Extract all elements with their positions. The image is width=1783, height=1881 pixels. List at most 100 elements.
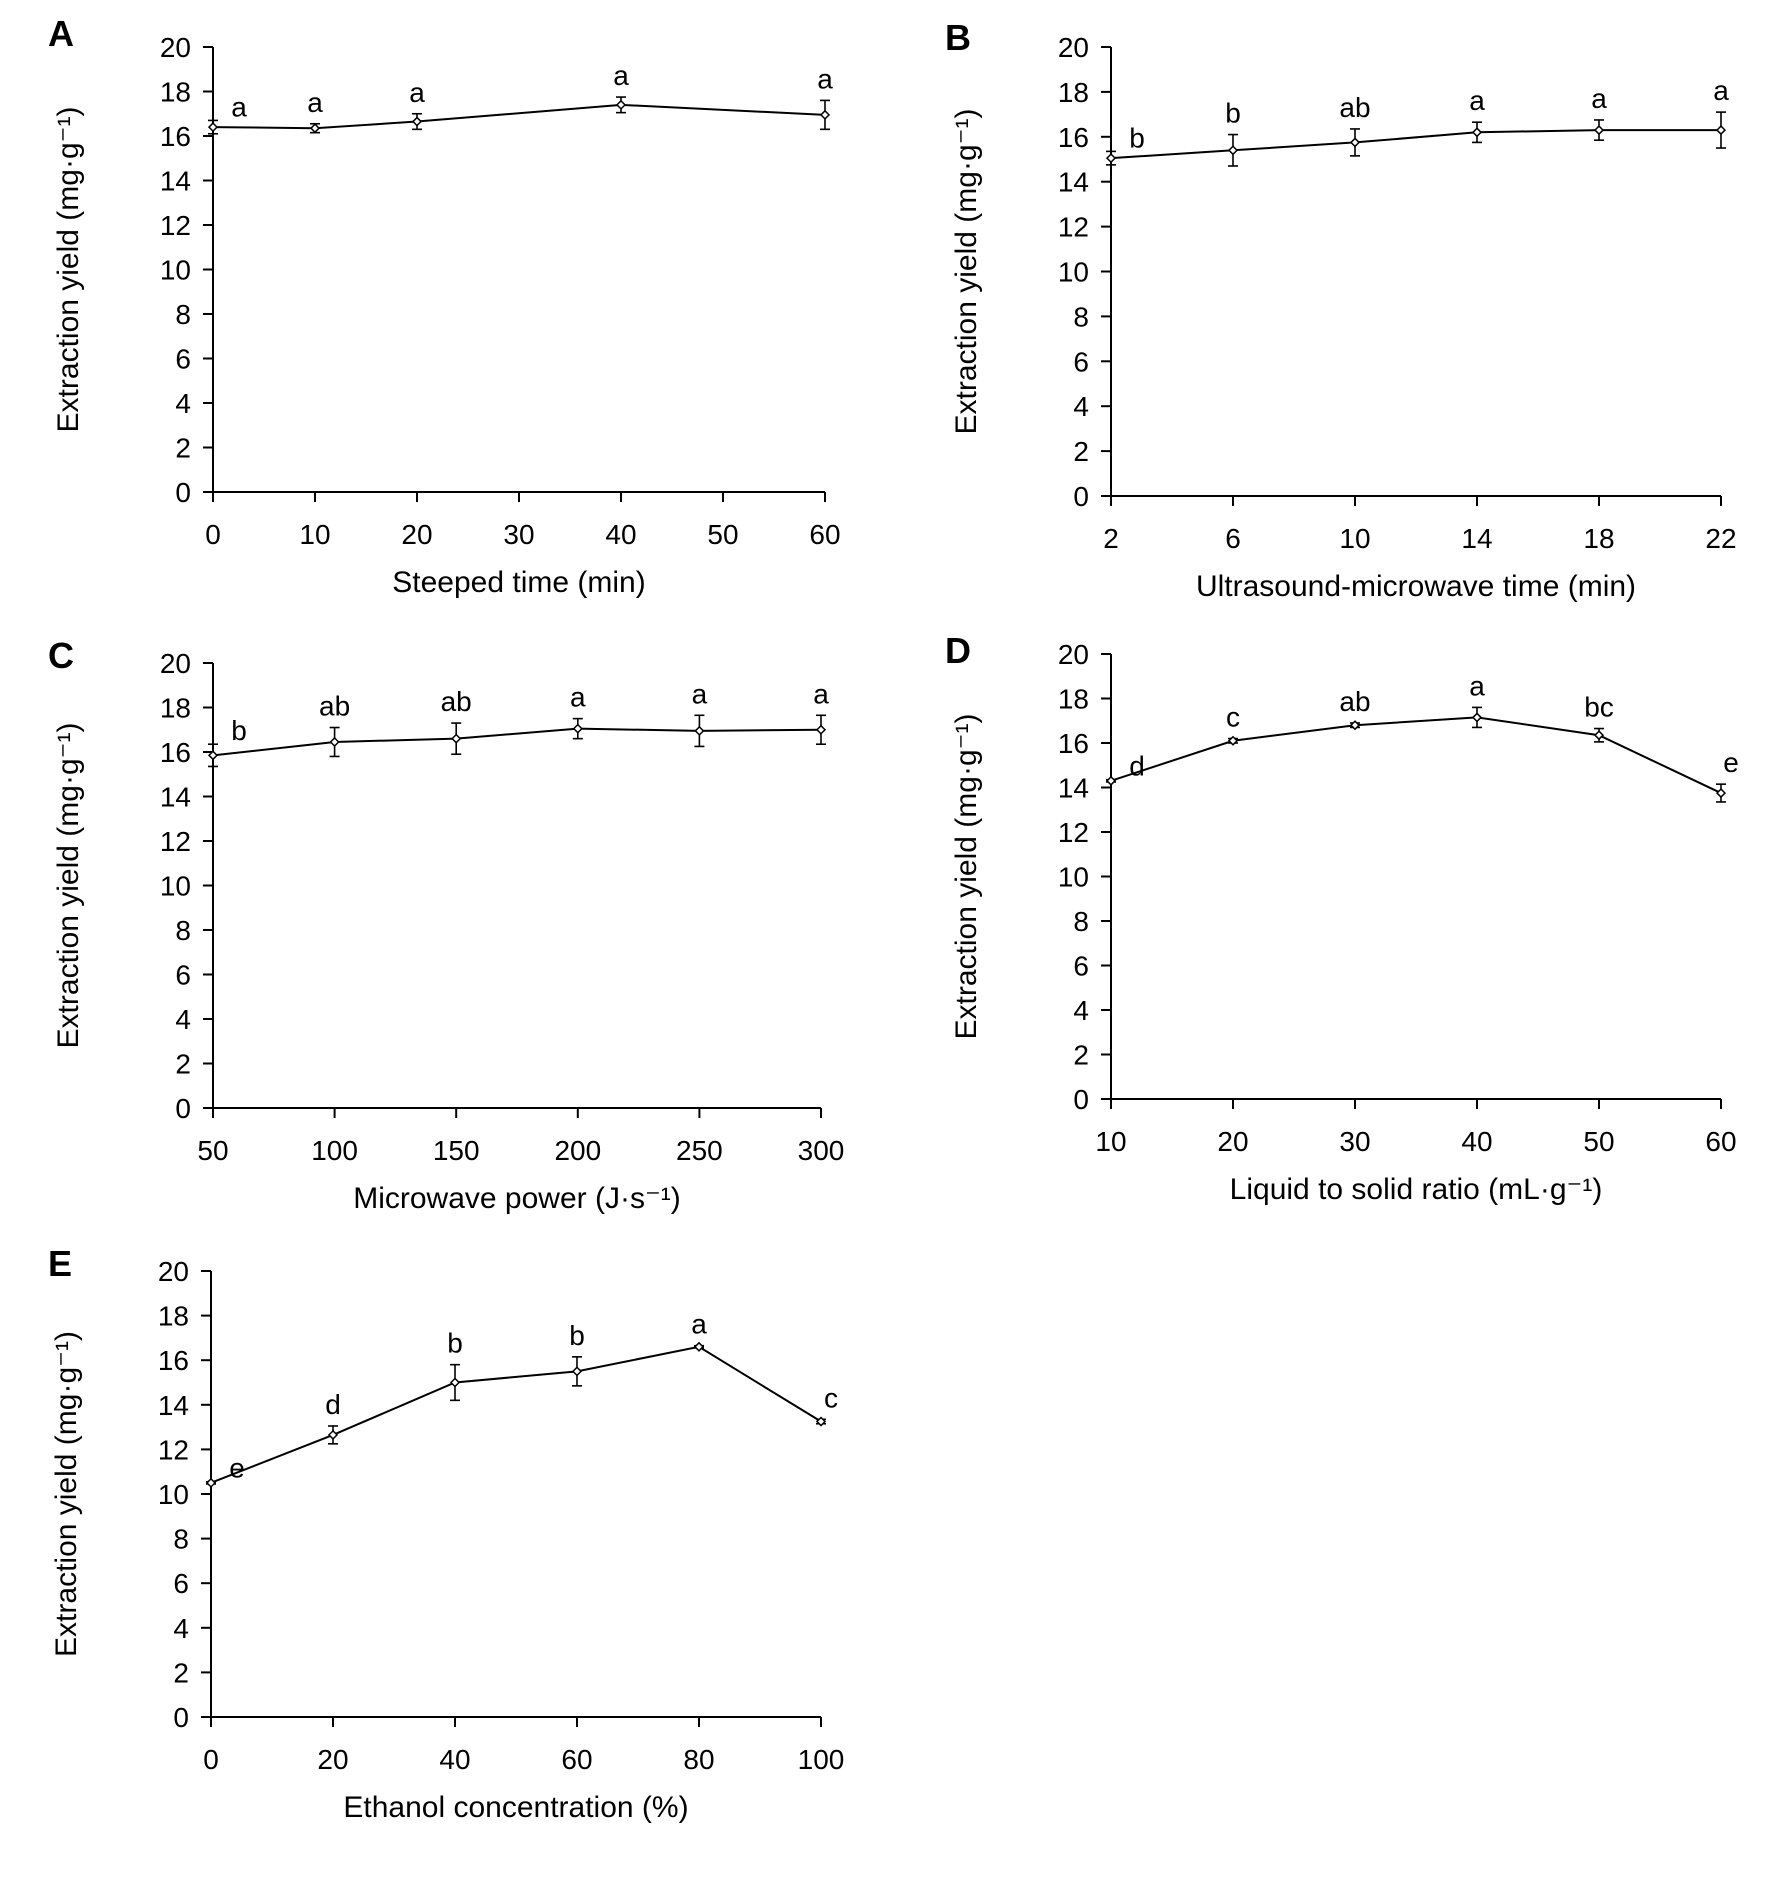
x-tick-label: 0 xyxy=(205,519,221,550)
y-tick-label: 2 xyxy=(173,1657,189,1688)
x-tick-label: 30 xyxy=(1339,1126,1370,1157)
significance-label: b xyxy=(569,1320,585,1351)
y-tick-label: 20 xyxy=(158,1256,189,1287)
y-tick-label: 12 xyxy=(1058,212,1089,243)
y-tick-label: 20 xyxy=(1058,32,1089,63)
x-tick-label: 2 xyxy=(1103,523,1119,554)
y-tick-label: 10 xyxy=(1058,862,1089,893)
significance-label: a xyxy=(1469,85,1485,116)
y-tick-label: 16 xyxy=(160,737,191,768)
y-tick-label: 2 xyxy=(175,1049,191,1080)
y-tick-label: 12 xyxy=(160,210,191,241)
x-tick-label: 200 xyxy=(554,1135,601,1166)
x-tick-label: 20 xyxy=(1217,1126,1248,1157)
significance-label: a xyxy=(1713,75,1729,106)
x-tick-label: 50 xyxy=(197,1135,228,1166)
data-point xyxy=(1471,127,1483,138)
x-tick-label: 40 xyxy=(439,1744,470,1775)
y-tick-label: 4 xyxy=(173,1613,189,1644)
data-point xyxy=(572,723,583,734)
x-axis-title: Ultrasound-microwave time (min) xyxy=(1196,570,1636,603)
significance-label: a xyxy=(692,678,708,709)
panel-letter: A xyxy=(48,13,74,54)
x-tick-label: 22 xyxy=(1705,523,1736,554)
panel-letter: E xyxy=(48,1243,72,1284)
y-tick-label: 10 xyxy=(160,871,191,902)
x-tick-label: 14 xyxy=(1461,523,1492,554)
significance-label: bc xyxy=(1584,692,1614,723)
significance-label: a xyxy=(231,91,247,122)
y-tick-label: 18 xyxy=(1058,684,1089,715)
x-tick-label: 60 xyxy=(561,1744,592,1775)
x-tick-label: 80 xyxy=(683,1744,714,1775)
data-point xyxy=(615,99,627,110)
y-tick-label: 6 xyxy=(1073,346,1089,377)
y-tick-label: 8 xyxy=(173,1524,189,1555)
x-tick-label: 18 xyxy=(1583,523,1614,554)
data-point xyxy=(819,109,831,120)
y-tick-label: 8 xyxy=(1073,301,1089,332)
data-point xyxy=(411,116,423,127)
x-axis-title: Steeped time (min) xyxy=(392,566,645,599)
x-tick-label: 40 xyxy=(605,519,636,550)
y-tick-label: 10 xyxy=(158,1479,189,1510)
significance-label: a xyxy=(307,87,323,118)
data-point xyxy=(1349,137,1361,148)
data-point xyxy=(207,122,219,133)
data-point xyxy=(1105,775,1117,786)
data-point xyxy=(327,1429,339,1440)
panel-e: E 0 2 4 6 8 10 12 14 16 18 20 0 20 40 60 80 100 Ethanol co… xyxy=(48,1243,844,1824)
y-tick-label: 0 xyxy=(1073,481,1089,512)
y-tick-label: 4 xyxy=(1073,391,1089,422)
data-point xyxy=(694,725,705,736)
y-tick-label: 6 xyxy=(173,1568,189,1599)
y-tick-label: 2 xyxy=(1073,1040,1089,1071)
y-tick-label: 10 xyxy=(160,255,191,286)
y-tick-label: 16 xyxy=(158,1345,189,1376)
significance-label: ab xyxy=(1339,92,1370,123)
y-axis-title: Extraction yield (mg·g⁻¹) xyxy=(950,109,983,435)
y-tick-label: 2 xyxy=(175,433,191,464)
data-point xyxy=(1227,735,1239,746)
y-tick-label: 16 xyxy=(1058,122,1089,153)
significance-label: c xyxy=(1226,702,1240,733)
y-tick-label: 20 xyxy=(160,32,191,63)
y-tick-label: 14 xyxy=(1058,773,1089,804)
y-tick-label: 4 xyxy=(1073,995,1089,1026)
significance-label: b xyxy=(447,1328,463,1359)
data-point xyxy=(1105,153,1117,164)
y-tick-label: 2 xyxy=(1073,436,1089,467)
series-line xyxy=(1110,129,1721,160)
significance-label: d xyxy=(1129,751,1145,782)
significance-label: e xyxy=(1723,747,1739,778)
panel-d: D 0 2 4 6 8 10 12 14 16 18 20 10 20 30 40 50 60 Liquid to … xyxy=(945,630,1739,1206)
y-tick-label: 6 xyxy=(175,344,191,375)
y-tick-label: 12 xyxy=(158,1434,189,1465)
series-line xyxy=(212,727,822,757)
y-tick-label: 20 xyxy=(1058,639,1089,670)
y-tick-label: 6 xyxy=(1073,951,1089,982)
y-tick-label: 4 xyxy=(175,388,191,419)
x-tick-label: 50 xyxy=(707,519,738,550)
y-tick-label: 20 xyxy=(160,648,191,679)
x-tick-label: 50 xyxy=(1583,1126,1614,1157)
y-tick-label: 4 xyxy=(175,1004,191,1035)
significance-label: e xyxy=(229,1453,245,1484)
significance-label: ab xyxy=(1339,686,1370,717)
y-tick-label: 0 xyxy=(175,1093,191,1124)
data-point xyxy=(451,733,462,744)
x-axis-title: Ethanol concentration (%) xyxy=(343,1791,688,1824)
x-tick-label: 60 xyxy=(1705,1126,1736,1157)
x-axis-title: Liquid to solid ratio (mL·g⁻¹) xyxy=(1230,1173,1603,1206)
data-point xyxy=(693,1341,705,1352)
data-point xyxy=(1715,125,1727,136)
significance-label: b xyxy=(1225,98,1241,129)
significance-label: a xyxy=(813,678,829,709)
x-tick-label: 100 xyxy=(311,1135,358,1166)
data-point xyxy=(1471,712,1483,723)
panel-a: A 0 2 4 6 8 10 12 14 16 18 20 0 10 20 30 40 50 60 Steeped t… xyxy=(48,13,841,599)
y-tick-label: 6 xyxy=(175,960,191,991)
x-tick-label: 40 xyxy=(1461,1126,1492,1157)
y-axis-title: Extraction yield (mg·g⁻¹) xyxy=(52,107,85,433)
